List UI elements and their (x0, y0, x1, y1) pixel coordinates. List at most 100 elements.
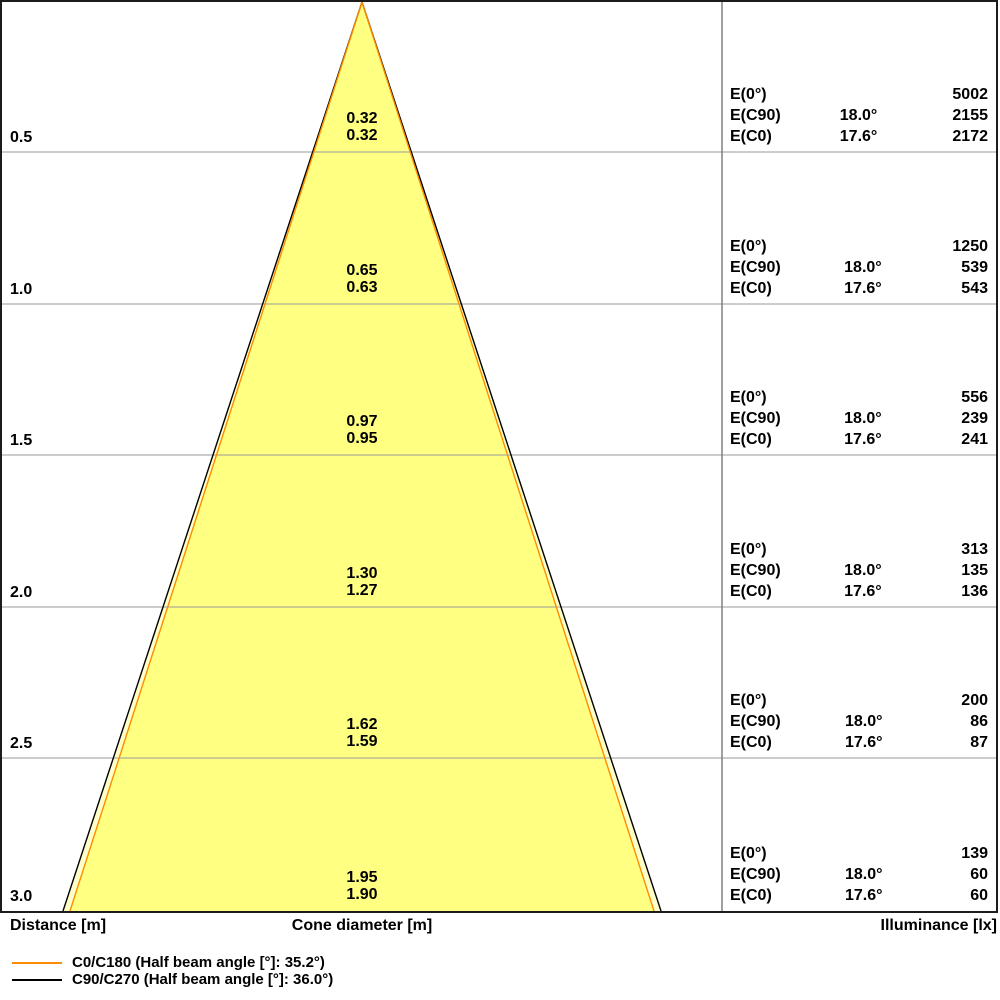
illuminance-block: E(0°) 5002 E(C90) 18.0° 2155 E(C0) 17.6°… (722, 84, 988, 147)
e0-angle (840, 84, 953, 105)
legend-label-c0-c180: C0/C180 (Half beam angle [°]: 35.2°) (72, 954, 325, 971)
e0-angle (844, 539, 961, 560)
e0-row: E(0°) 556 (722, 387, 988, 408)
ec90-value: 135 (961, 562, 988, 579)
ec0-value: 2172 (952, 128, 988, 145)
e0-value: 139 (961, 845, 988, 862)
cone-diameter-axis-label: Cone diameter [m] (291, 917, 433, 934)
ec90-angle: 18.0° (844, 562, 882, 579)
ec0-value: 241 (961, 431, 988, 448)
ec0-label: E(C0) (730, 431, 772, 448)
ec90-angle: 18.0° (845, 713, 883, 730)
distance-tick-label: 2.0 (10, 584, 33, 601)
e0-label: E(0°) (730, 845, 767, 862)
legend-label-c90-c270: C90/C270 (Half beam angle [°]: 36.0°) (72, 971, 334, 988)
e0-label: E(0°) (730, 238, 767, 255)
cone-diameter-values: 1.95 1.90 (262, 869, 462, 903)
ec90-row: E(C90) 18.0° 2155 (722, 105, 988, 126)
cone-diameter-values: 1.30 1.27 (262, 565, 462, 599)
ec0-label: E(C0) (730, 583, 772, 600)
ec90-label: E(C90) (730, 107, 781, 124)
e0-row: E(0°) 200 (722, 690, 988, 711)
e0-value: 556 (961, 389, 988, 406)
e0-angle (840, 236, 953, 257)
ec0-row: E(C0) 17.6° 60 (722, 885, 988, 906)
ec90-label: E(C90) (730, 259, 781, 276)
ec90-value: 60 (970, 866, 988, 883)
ec90-label: E(C90) (730, 866, 781, 883)
ec0-row: E(C0) 17.6° 87 (722, 732, 988, 753)
e0-angle (844, 690, 961, 711)
cone-diameter-c90-value: 1.30 (346, 565, 378, 582)
cone-diameter-c90-value: 0.32 (346, 110, 378, 127)
ec0-label: E(C0) (730, 887, 772, 904)
gridlines (2, 151, 996, 759)
e0-value: 5002 (952, 86, 988, 103)
ec90-angle: 18.0° (844, 259, 882, 276)
ec90-label: E(C90) (730, 410, 781, 427)
ec0-angle: 17.6° (844, 431, 882, 448)
ec90-row: E(C90) 18.0° 60 (722, 864, 988, 885)
e0-value: 1250 (952, 238, 988, 255)
ec0-label: E(C0) (730, 128, 772, 145)
c90-cone-outline (62, 2, 662, 911)
cone-diameter-c90-value: 0.97 (346, 413, 378, 430)
cone-diameter-c0-value: 1.59 (346, 733, 378, 750)
cone-diameter-values: 0.97 0.95 (262, 413, 462, 447)
c0-cone-fill (70, 2, 654, 911)
illuminance-block: E(0°) 139 E(C90) 18.0° 60 E(C0) 17.6° 60 (722, 843, 988, 906)
ec0-value: 60 (970, 887, 988, 904)
e0-row: E(0°) 5002 (722, 84, 988, 105)
e0-label: E(0°) (730, 541, 767, 558)
ec90-row: E(C90) 18.0° 539 (722, 257, 988, 278)
ec0-angle: 17.6° (844, 583, 882, 600)
cone-diameter-values: 0.32 0.32 (262, 110, 462, 144)
cone-diameter-values: 1.62 1.59 (262, 716, 462, 750)
e0-value: 313 (961, 541, 988, 558)
e0-label: E(0°) (730, 389, 767, 406)
ec0-angle: 17.6° (845, 887, 883, 904)
ec90-value: 86 (970, 713, 988, 730)
ec90-row: E(C90) 18.0° 86 (722, 711, 988, 732)
distance-tick-label: 1.0 (10, 281, 33, 298)
legend: C0/C180 (Half beam angle [°]: 35.2°) C90… (12, 954, 333, 988)
distance-axis-label: Distance [m] (10, 917, 107, 934)
ec90-row: E(C90) 18.0° 239 (722, 408, 988, 429)
ec0-value: 136 (961, 583, 988, 600)
c90-cone-edges (62, 2, 662, 911)
ec90-label: E(C90) (730, 562, 781, 579)
cone-diameter-c0-value: 0.95 (346, 430, 378, 447)
cone-diameter-values: 0.65 0.63 (262, 262, 462, 296)
illuminance-block: E(0°) 200 E(C90) 18.0° 86 E(C0) 17.6° 87 (722, 690, 988, 753)
cone-diameter-c0-value: 1.90 (346, 886, 378, 903)
illuminance-axis-label: Illuminance [lx] (880, 917, 997, 934)
illuminance-block: E(0°) 556 E(C90) 18.0° 239 E(C0) 17.6° 2… (722, 387, 988, 450)
ec0-angle: 17.6° (839, 128, 878, 145)
illuminance-block: E(0°) 1250 E(C90) 18.0° 539 E(C0) 17.6° … (722, 236, 988, 299)
c0-c180-line-swatch (12, 961, 62, 964)
ec90-angle: 18.0° (844, 410, 882, 427)
e0-value: 200 (961, 692, 988, 709)
ec90-value: 2155 (952, 107, 988, 124)
ec0-row: E(C0) 17.6° 136 (722, 581, 988, 602)
ec90-value: 539 (961, 259, 988, 276)
ec90-row: E(C90) 18.0° 135 (722, 560, 988, 581)
c90-c270-line-swatch (12, 978, 62, 981)
ec0-value: 543 (961, 280, 988, 297)
e0-label: E(0°) (730, 86, 767, 103)
e0-label: E(0°) (730, 692, 767, 709)
e0-row: E(0°) 313 (722, 539, 988, 560)
distance-tick-label: 0.5 (10, 129, 33, 146)
legend-item-c90-c270: C90/C270 (Half beam angle [°]: 36.0°) (12, 971, 333, 988)
cone-diameter-c90-value: 1.95 (346, 869, 378, 886)
cone-fills (63, 2, 661, 911)
ec0-row: E(C0) 17.6° 543 (722, 278, 988, 299)
distance-tick-label: 1.5 (10, 432, 33, 449)
cone-diagram-canvas (2, 2, 996, 911)
e0-row: E(0°) 1250 (722, 236, 988, 257)
c0-cone-outline (69, 2, 655, 911)
illuminance-block: E(0°) 313 E(C90) 18.0° 135 E(C0) 17.6° 1… (722, 539, 988, 602)
ec0-label: E(C0) (730, 280, 772, 297)
ec0-value: 87 (970, 734, 988, 751)
